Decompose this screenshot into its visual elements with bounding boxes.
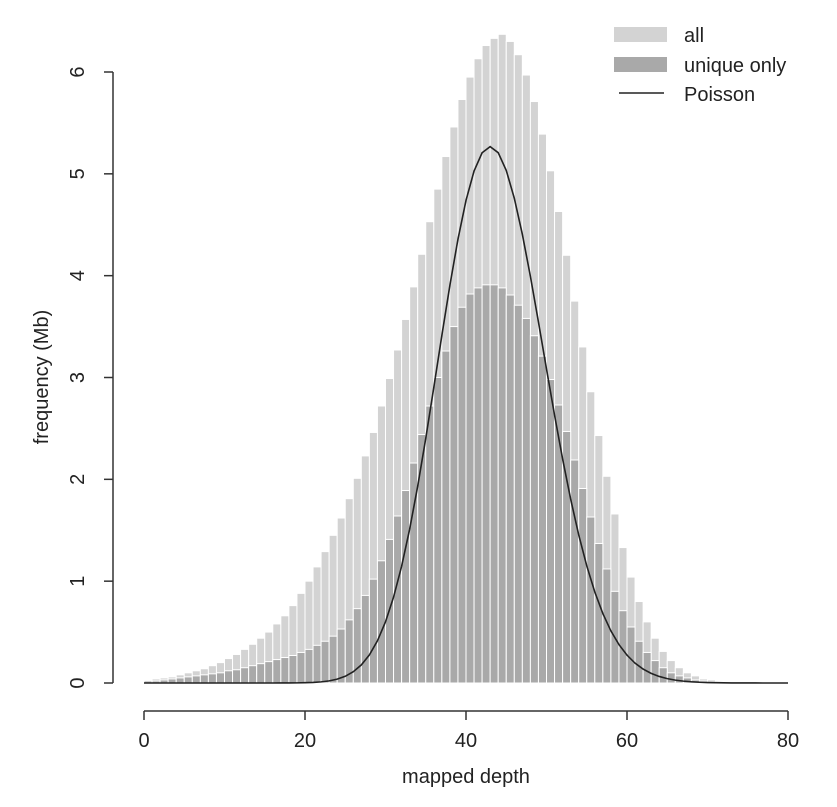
bar-unique-only [586, 516, 596, 684]
bar-unique-only [602, 568, 612, 684]
bar-unique-only [626, 626, 636, 684]
y-tick-label: 6 [67, 66, 89, 77]
y-tick-label: 1 [67, 576, 89, 587]
bar-unique-only [666, 672, 676, 684]
bar-unique-only [457, 306, 467, 684]
bar-unique-only [473, 287, 483, 684]
bar-unique-only [215, 672, 225, 684]
y-tick-label: 5 [67, 168, 89, 179]
x-tick-label: 20 [294, 730, 316, 752]
bar-unique-only [207, 673, 217, 684]
bar-unique-only [320, 640, 330, 684]
bar-unique-only [393, 515, 403, 684]
bar-unique-only [296, 651, 306, 684]
legend-swatch-all [614, 27, 667, 42]
bar-unique-only [521, 317, 531, 684]
bar-unique-only [674, 675, 684, 684]
bar-unique-only [642, 651, 652, 684]
bar-unique-only [449, 326, 459, 684]
bar-unique-only [465, 293, 475, 684]
bar-unique-only [489, 284, 499, 684]
bar-unique-only [376, 560, 387, 684]
x-axis-label: mapped depth [402, 766, 530, 788]
bar-unique-only [417, 434, 427, 684]
legend: all unique only Poisson [614, 25, 786, 106]
bar-unique-only [232, 669, 242, 684]
x-tick-label: 40 [455, 730, 477, 752]
bar-unique-only [336, 628, 346, 684]
bar-unique-only [433, 377, 443, 684]
bar-unique-only [425, 405, 435, 684]
bar-unique-only [554, 404, 564, 684]
x-tick-label: 0 [138, 730, 149, 752]
y-axis-label: frequency (Mb) [31, 310, 53, 445]
bar-unique-only [199, 674, 209, 684]
bar-unique-only [183, 676, 193, 684]
bar-unique-only [401, 490, 411, 684]
x-tick-label: 60 [616, 730, 638, 752]
bar-unique-only [529, 335, 539, 684]
legend-label-unique-only: unique only [684, 55, 786, 77]
bar-unique-only [304, 648, 314, 684]
y-tick-label: 4 [67, 270, 89, 281]
x-tick-label: 80 [777, 730, 799, 752]
bar-unique-only [264, 661, 274, 684]
bar-unique-only [441, 350, 451, 684]
bar-unique-only [224, 670, 234, 684]
bar-unique-only [658, 667, 668, 684]
y-tick-label: 3 [67, 372, 89, 383]
y-tick-label: 0 [67, 677, 89, 688]
bar-unique-only [248, 665, 258, 684]
legend-label-all: all [684, 25, 704, 47]
bar-unique-only [256, 663, 266, 684]
y-tick-label: 2 [67, 474, 89, 485]
bar-unique-only [562, 430, 572, 684]
bar-unique-only [280, 657, 290, 684]
bar-unique-only [505, 294, 515, 684]
bar-unique-only [481, 284, 491, 684]
bar-unique-only [240, 667, 250, 684]
bar-unique-only [537, 355, 548, 684]
bar-unique-only [368, 578, 378, 684]
bar-unique-only [578, 488, 588, 684]
bar-unique-only [191, 675, 201, 684]
bar-unique-only [352, 608, 362, 684]
bar-unique-only [288, 655, 298, 684]
y-ticks: 0 1 2 3 4 5 6 [67, 66, 113, 689]
bar-unique-only [546, 379, 556, 684]
bar-unique-only [513, 304, 523, 684]
bar-unique-only [594, 542, 604, 684]
bar-unique-only [634, 640, 644, 684]
bar-unique-only [328, 635, 338, 684]
x-ticks: 0 20 40 60 80 [138, 711, 799, 752]
legend-swatch-unique-only [614, 57, 667, 72]
bar-unique-only [360, 594, 370, 684]
bar-unique-only [650, 660, 660, 684]
bar-unique-only [570, 459, 580, 684]
legend-label-poisson: Poisson [684, 84, 755, 106]
bar-unique-only [497, 287, 507, 684]
poisson-curve [144, 145, 788, 684]
bar-unique-only [312, 644, 322, 684]
bar-unique-only [272, 659, 282, 684]
unique-only-bars [143, 284, 765, 684]
